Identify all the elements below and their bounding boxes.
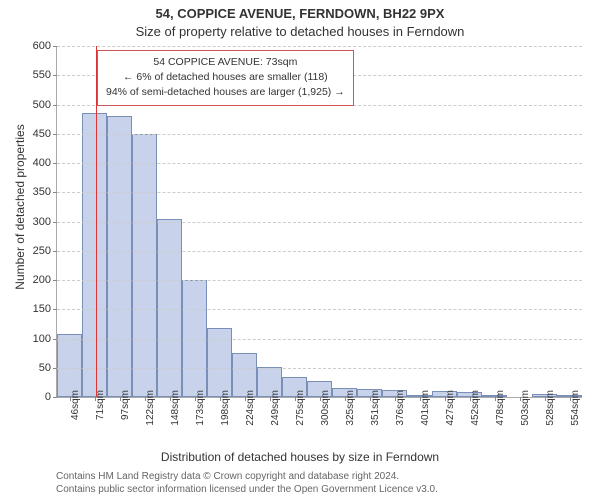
gridline <box>57 192 582 193</box>
gridline <box>57 163 582 164</box>
ytick-mark <box>53 339 57 340</box>
callout-line-1: 54 COPPICE AVENUE: 73sqm <box>106 55 345 70</box>
ytick-label: 0 <box>17 391 51 403</box>
xtick-label: 148sqm <box>170 390 181 450</box>
bar <box>107 116 132 397</box>
xtick-label: 173sqm <box>195 390 206 450</box>
gridline <box>57 309 582 310</box>
ytick-mark <box>53 222 57 223</box>
ytick-mark <box>53 163 57 164</box>
bar <box>57 334 82 397</box>
xtick-label: 71sqm <box>95 390 106 450</box>
license-line-2: Contains public sector information licen… <box>56 484 590 497</box>
ytick-mark <box>53 397 57 398</box>
gridline <box>57 339 582 340</box>
ytick-label: 150 <box>17 303 51 315</box>
ytick-mark <box>53 75 57 76</box>
xtick-label: 401sqm <box>420 390 431 450</box>
callout-line-3: 94% of semi-detached houses are larger (… <box>106 85 345 100</box>
xtick-label: 478sqm <box>495 390 506 450</box>
ytick-mark <box>53 46 57 47</box>
gridline <box>57 222 582 223</box>
gridline <box>57 280 582 281</box>
chart-title: 54, COPPICE AVENUE, FERNDOWN, BH22 9PX <box>0 6 600 21</box>
ytick-label: 550 <box>17 69 51 81</box>
ytick-label: 300 <box>17 216 51 228</box>
xtick-label: 198sqm <box>220 390 231 450</box>
bar <box>82 113 107 397</box>
ytick-label: 350 <box>17 186 51 198</box>
xtick-label: 97sqm <box>120 390 131 450</box>
xtick-label: 275sqm <box>295 390 306 450</box>
gridline <box>57 46 582 47</box>
license-text: Contains HM Land Registry data © Crown c… <box>56 471 590 496</box>
ytick-label: 400 <box>17 157 51 169</box>
plot-area: 05010015020025030035040045050055060046sq… <box>56 46 582 398</box>
ytick-mark <box>53 368 57 369</box>
chart-container: 54, COPPICE AVENUE, FERNDOWN, BH22 9PX S… <box>0 0 600 500</box>
xtick-label: 452sqm <box>470 390 481 450</box>
ytick-label: 100 <box>17 333 51 345</box>
gridline <box>57 251 582 252</box>
ytick-mark <box>53 192 57 193</box>
xtick-label: 427sqm <box>445 390 456 450</box>
chart-subtitle: Size of property relative to detached ho… <box>0 24 600 39</box>
xtick-label: 122sqm <box>145 390 156 450</box>
ytick-label: 250 <box>17 245 51 257</box>
ytick-label: 50 <box>17 362 51 374</box>
ytick-mark <box>53 251 57 252</box>
ytick-label: 200 <box>17 274 51 286</box>
xtick-label: 376sqm <box>395 390 406 450</box>
xtick-label: 249sqm <box>270 390 281 450</box>
x-axis-label: Distribution of detached houses by size … <box>0 450 600 464</box>
license-line-1: Contains HM Land Registry data © Crown c… <box>56 471 590 484</box>
xtick-label: 224sqm <box>245 390 256 450</box>
ytick-mark <box>53 105 57 106</box>
ytick-mark <box>53 134 57 135</box>
ytick-label: 450 <box>17 128 51 140</box>
xtick-label: 325sqm <box>345 390 356 450</box>
xtick-label: 554sqm <box>570 390 581 450</box>
xtick-label: 503sqm <box>520 390 531 450</box>
xtick-label: 351sqm <box>370 390 381 450</box>
ytick-label: 500 <box>17 99 51 111</box>
ytick-mark <box>53 309 57 310</box>
callout-line-2: ← 6% of detached houses are smaller (118… <box>106 70 345 85</box>
callout-box: 54 COPPICE AVENUE: 73sqm ← 6% of detache… <box>97 50 354 106</box>
ytick-mark <box>53 280 57 281</box>
xtick-label: 46sqm <box>70 390 81 450</box>
ytick-label: 600 <box>17 40 51 52</box>
bar <box>132 134 157 397</box>
xtick-label: 300sqm <box>320 390 331 450</box>
gridline <box>57 368 582 369</box>
bar <box>157 219 182 397</box>
xtick-label: 528sqm <box>545 390 556 450</box>
gridline <box>57 134 582 135</box>
